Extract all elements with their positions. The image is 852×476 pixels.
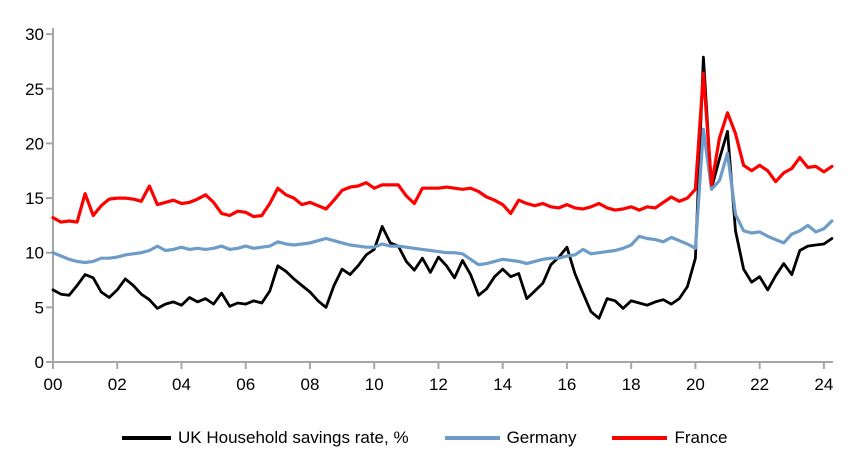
- france-legend-label: France: [674, 428, 728, 447]
- uk-legend-label: UK Household savings rate, %: [178, 428, 409, 447]
- x-tick-label: 02: [108, 375, 127, 394]
- x-tick-label: 06: [236, 375, 255, 394]
- plot-area: 0 5 10 15 20 25 30 00 02 04 06 08 10 12 14 16 18 20 22 24: [25, 25, 834, 394]
- legend-item-uk: UK Household savings rate, %: [122, 428, 409, 448]
- germany-legend-label: Germany: [506, 428, 577, 447]
- x-tick-label: 10: [365, 375, 384, 394]
- france-line: [51, 71, 834, 224]
- x-tick-label: 16: [557, 375, 576, 394]
- y-tick-label: 10: [25, 244, 44, 263]
- uk-line-swatch: [122, 436, 171, 440]
- chart-legend: UK Household savings rate, % Germany Fra…: [0, 428, 852, 448]
- x-tick-label: 12: [429, 375, 448, 394]
- france-line-swatch: [612, 436, 668, 440]
- x-tick-label: 04: [172, 375, 191, 394]
- x-tick-label: 24: [814, 375, 833, 394]
- y-tick-label: 15: [25, 189, 44, 208]
- legend-item-germany: Germany: [444, 428, 577, 448]
- y-tick-label: 20: [25, 134, 44, 153]
- x-tick-label: 08: [300, 375, 319, 394]
- y-tick-label: 30: [25, 25, 44, 44]
- germany-line: [51, 127, 834, 267]
- x-tick-label: 14: [493, 375, 512, 394]
- y-tick-label: 5: [35, 298, 44, 317]
- y-tick-label: 25: [25, 80, 44, 99]
- germany-line-swatch: [444, 436, 500, 440]
- y-tick-label: 0: [35, 353, 44, 372]
- x-tick-label: 22: [750, 375, 769, 394]
- x-tick-label: 18: [622, 375, 641, 394]
- x-tick-label: 20: [686, 375, 705, 394]
- legend-item-france: France: [612, 428, 727, 448]
- x-tick-label: 00: [44, 375, 63, 394]
